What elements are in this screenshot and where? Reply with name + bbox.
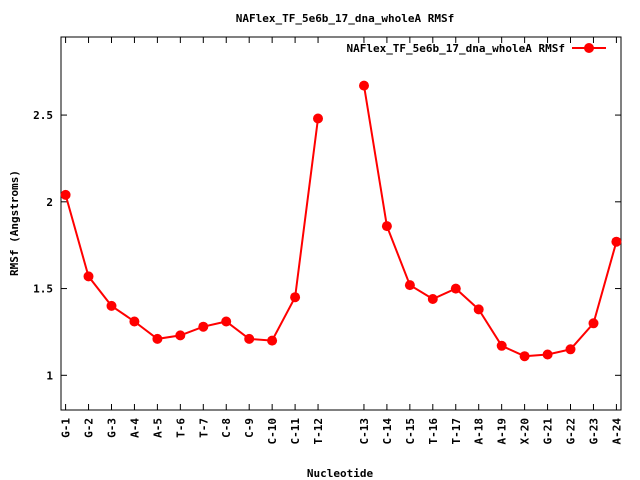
data-point	[588, 318, 599, 329]
x-tick-label: A-24	[610, 418, 623, 445]
x-tick-label: C-9	[243, 418, 256, 438]
x-tick-label: C-11	[289, 418, 302, 445]
legend: NAFlex_TF_5e6b_17_dna_wholeA RMSf	[346, 42, 606, 55]
data-point	[519, 351, 530, 362]
x-tick-label: T-17	[450, 418, 463, 445]
data-point	[152, 333, 163, 344]
data-point	[611, 236, 622, 247]
x-tick-label: T-6	[174, 418, 187, 438]
x-tick-label: A-4	[128, 418, 141, 438]
x-tick-label: G-21	[542, 418, 555, 445]
x-tick-label: G-22	[565, 418, 578, 445]
data-point	[565, 344, 576, 355]
data-point	[313, 113, 323, 124]
x-tick-label: G-23	[587, 418, 600, 445]
x-tick-label: G-3	[105, 418, 118, 438]
x-tick-label: C-15	[404, 418, 417, 445]
y-tick-label: 1.5	[33, 283, 53, 296]
data-point	[129, 316, 140, 327]
data-point	[381, 221, 392, 232]
x-tick-label: G-1	[60, 418, 73, 438]
x-tick-label: C-10	[266, 418, 279, 445]
data-point	[450, 283, 461, 294]
y-tick-label: 1	[46, 369, 53, 382]
legend-label: NAFlex_TF_5e6b_17_dna_wholeA RMSf	[346, 42, 565, 55]
x-tick-label: C-14	[381, 418, 394, 445]
x-tick-label: A-5	[151, 418, 164, 438]
legend-marker	[584, 43, 594, 53]
x-tick-label: A-19	[496, 418, 509, 445]
x-tick-label: C-13	[358, 418, 371, 445]
data-point	[60, 189, 71, 200]
data-point	[542, 349, 553, 360]
y-tick-label: 2	[46, 196, 53, 209]
series-line	[363, 85, 618, 358]
chart-title: NAFlex_TF_5e6b_17_dna_wholeA RMSf	[236, 12, 455, 25]
data-point	[83, 271, 94, 282]
x-tick-label: T-12	[312, 418, 325, 445]
data-point	[244, 333, 255, 344]
y-axis-label: RMSf (Angstroms)	[8, 170, 21, 276]
data-point	[175, 330, 186, 341]
data-point	[221, 316, 232, 327]
data-point	[473, 304, 484, 315]
y-tick-label: 2.5	[33, 109, 53, 122]
x-axis: G-1 G-2 G-3 A-4 A-5 T-6 T-7 C-8 C-9 C-10 C-11 T-12 C…	[60, 37, 623, 445]
data-point	[198, 321, 209, 332]
series-line	[64, 118, 319, 342]
x-tick-label: C-8	[220, 418, 233, 438]
x-tick-label: A-18	[473, 418, 486, 445]
data-point	[427, 294, 438, 304]
y-axis: 1 1.5 2 2.5	[33, 109, 621, 382]
x-axis-label: Nucleotide	[307, 467, 374, 480]
data-point	[106, 300, 117, 311]
plot-frame	[60, 36, 622, 411]
data-point	[267, 335, 278, 346]
data-point	[359, 80, 369, 91]
x-tick-label: G-2	[83, 418, 96, 438]
data-point	[496, 340, 507, 351]
x-tick-label: T-7	[197, 418, 210, 438]
x-tick-label: T-16	[427, 418, 440, 445]
data-point	[290, 292, 301, 303]
data-series	[60, 80, 622, 362]
x-tick-label: X-20	[519, 418, 532, 445]
data-point	[404, 280, 415, 291]
